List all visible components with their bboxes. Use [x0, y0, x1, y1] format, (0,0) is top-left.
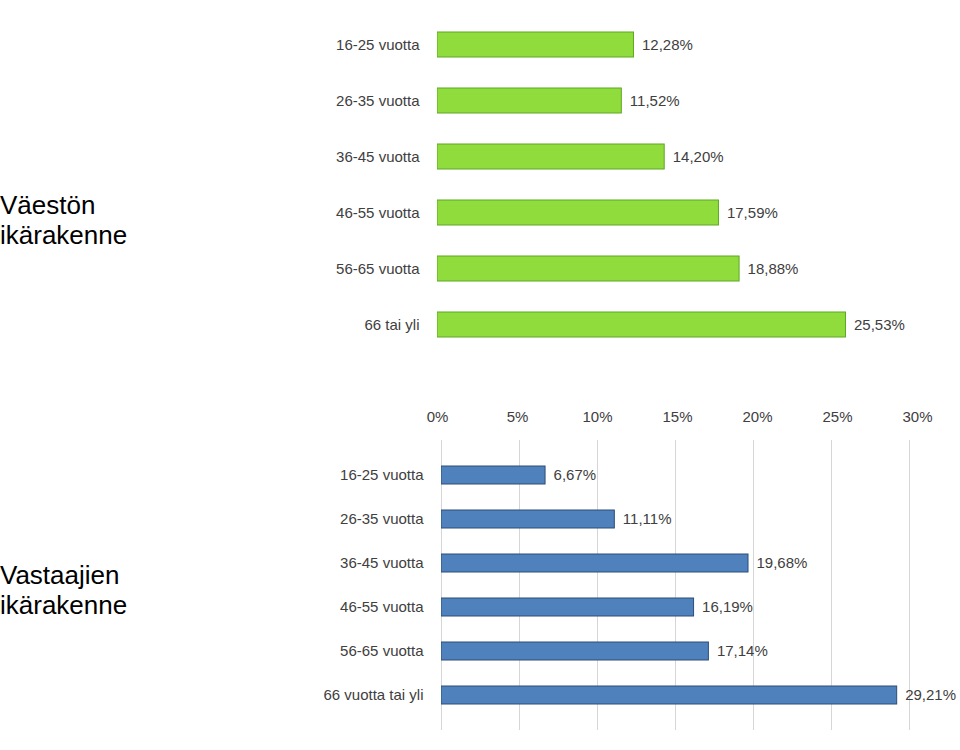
- svg-text:16,19%: 16,19%: [702, 598, 753, 615]
- svg-text:17,59%: 17,59%: [727, 204, 778, 221]
- svg-text:29,21%: 29,21%: [905, 686, 956, 703]
- svg-text:19,68%: 19,68%: [757, 554, 808, 571]
- svg-text:16-25 vuotta: 16-25 vuotta: [336, 36, 420, 53]
- svg-text:12,28%: 12,28%: [642, 36, 693, 53]
- svg-text:15%: 15%: [662, 408, 692, 425]
- svg-text:14,20%: 14,20%: [673, 148, 724, 165]
- svg-text:46-55 vuotta: 46-55 vuotta: [336, 204, 420, 221]
- svg-text:10%: 10%: [582, 408, 612, 425]
- svg-text:25,53%: 25,53%: [854, 316, 905, 333]
- svg-text:16-25 vuotta: 16-25 vuotta: [340, 466, 424, 483]
- svg-text:26-35 vuotta: 26-35 vuotta: [340, 510, 424, 527]
- svg-text:56-65 vuotta: 56-65 vuotta: [336, 260, 420, 277]
- svg-text:11,11%: 11,11%: [623, 510, 672, 527]
- svg-text:56-65 vuotta: 56-65 vuotta: [340, 642, 424, 659]
- svg-text:20%: 20%: [742, 408, 772, 425]
- svg-text:5%: 5%: [507, 408, 529, 425]
- svg-text:11,52%: 11,52%: [630, 92, 680, 109]
- svg-text:66 vuotta tai yli: 66 vuotta tai yli: [323, 686, 423, 703]
- svg-text:6,67%: 6,67%: [554, 466, 597, 483]
- svg-text:66 tai yli: 66 tai yli: [364, 316, 419, 333]
- svg-text:26-35 vuotta: 26-35 vuotta: [336, 92, 420, 109]
- svg-text:30%: 30%: [902, 408, 932, 425]
- svg-text:0%: 0%: [427, 408, 449, 425]
- svg-text:46-55 vuotta: 46-55 vuotta: [340, 598, 424, 615]
- svg-text:36-45 vuotta: 36-45 vuotta: [336, 148, 420, 165]
- svg-text:25%: 25%: [822, 408, 852, 425]
- svg-text:18,88%: 18,88%: [748, 260, 799, 277]
- svg-text:17,14%: 17,14%: [717, 642, 768, 659]
- svg-text:36-45 vuotta: 36-45 vuotta: [340, 554, 424, 571]
- html-text:Väestön ikärakenne: Väestön ikärakenne: [0, 190, 128, 250]
- html-text:Vastaajien ikärakenne: Vastaajien ikärakenne: [0, 560, 128, 620]
